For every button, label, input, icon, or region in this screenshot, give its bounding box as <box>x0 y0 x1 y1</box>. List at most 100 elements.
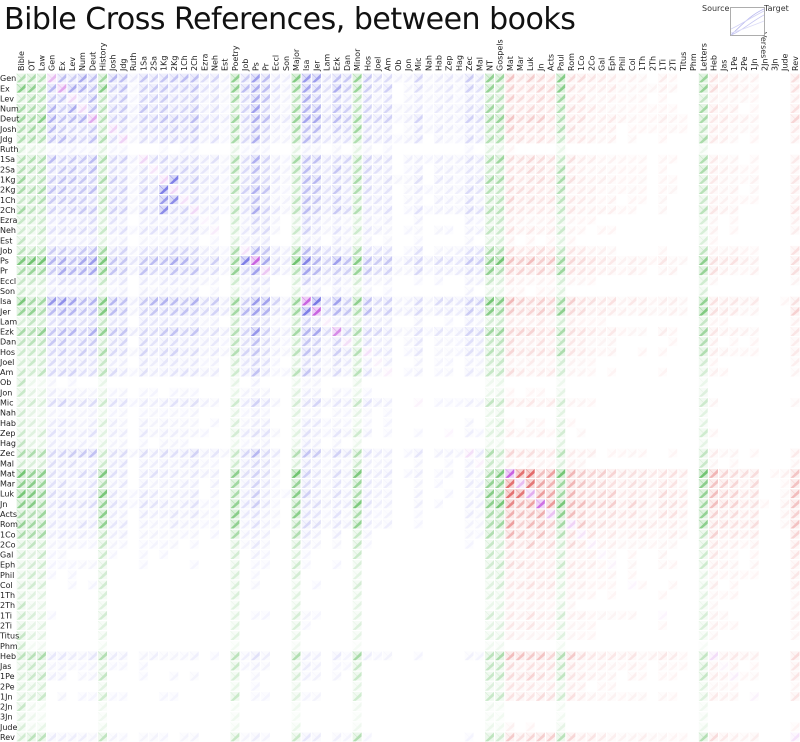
heatmap-cell <box>97 387 108 397</box>
heatmap-cell <box>729 488 739 499</box>
heatmap-cell <box>708 397 718 407</box>
heatmap-cell <box>566 661 576 671</box>
heatmap-cell <box>505 215 515 225</box>
heatmap-cell <box>97 600 108 610</box>
heatmap-cell <box>158 468 169 478</box>
heatmap-cell <box>494 103 505 113</box>
heatmap-cell <box>16 306 26 316</box>
heatmap-cell <box>546 215 556 225</box>
heatmap-cell <box>433 174 444 184</box>
heatmap-cell <box>515 184 525 195</box>
heatmap-cell <box>67 134 77 144</box>
heatmap-cell <box>780 468 790 478</box>
heatmap-cell <box>158 103 169 113</box>
heatmap-cell <box>505 499 515 509</box>
heatmap-cell <box>57 367 67 377</box>
heatmap-cell <box>505 73 515 83</box>
heatmap-cell <box>362 205 372 215</box>
heatmap-cell <box>97 296 108 306</box>
heatmap-cell <box>413 397 423 407</box>
heatmap-cell <box>16 93 26 103</box>
heatmap-cell <box>484 367 494 377</box>
heatmap-cell <box>26 83 36 93</box>
heatmap-cell <box>87 154 97 164</box>
heatmap-cell <box>698 235 708 245</box>
heatmap-cell <box>250 306 260 316</box>
heatmap-cell <box>780 479 785 484</box>
heatmap-cell <box>128 225 134 231</box>
heatmap-cell <box>36 661 46 671</box>
heatmap-cell <box>556 195 566 205</box>
heatmap-cell <box>16 630 26 641</box>
heatmap-cell <box>525 205 535 215</box>
heatmap-cell <box>484 590 494 600</box>
heatmap-cell <box>698 418 708 428</box>
heatmap-cell <box>169 336 179 347</box>
heatmap-cell <box>57 184 67 195</box>
heatmap-cell <box>494 144 505 154</box>
heatmap-cell <box>158 367 169 377</box>
heatmap-cell <box>393 104 403 113</box>
heatmap-cell <box>342 357 352 367</box>
heatmap-cell <box>657 519 668 529</box>
heatmap-cell <box>291 499 301 509</box>
heatmap-cell <box>250 550 260 559</box>
heatmap-cell <box>322 367 332 377</box>
heatmap-cell <box>556 174 566 184</box>
heatmap-cell <box>576 661 586 671</box>
heatmap-cell <box>77 732 87 742</box>
heatmap-cell <box>658 174 663 180</box>
heatmap-cell <box>169 347 179 357</box>
heatmap-cell <box>586 651 596 661</box>
heatmap-cell <box>627 93 637 103</box>
heatmap-cell <box>515 296 525 306</box>
heatmap-cell <box>16 174 26 184</box>
heatmap-cell <box>311 103 321 113</box>
heatmap-cell <box>189 184 199 195</box>
heatmap-cell <box>708 590 718 600</box>
heatmap-cell <box>545 590 556 600</box>
heatmap-cell <box>484 103 494 113</box>
heatmap-cell <box>790 499 800 509</box>
heatmap-cell <box>97 103 108 113</box>
heatmap-cell <box>708 103 718 113</box>
heatmap-cell <box>545 154 556 164</box>
heatmap-cell <box>16 124 26 134</box>
heatmap-cell <box>108 83 118 93</box>
heatmap-cell <box>739 73 749 83</box>
heatmap-cell <box>291 732 301 742</box>
heatmap-cell <box>36 610 46 620</box>
heatmap-cell <box>36 113 46 124</box>
heatmap-cell <box>57 387 67 397</box>
heatmap-cell <box>790 448 800 458</box>
heatmap-cell <box>118 296 128 306</box>
heatmap-cell <box>556 671 566 681</box>
heatmap-cell <box>301 438 311 448</box>
heatmap-cell <box>505 529 515 539</box>
heatmap-cell <box>566 83 576 93</box>
heatmap-cell <box>352 306 362 316</box>
heatmap-cell <box>158 255 169 265</box>
heatmap-cell <box>413 316 423 326</box>
heatmap-cell <box>77 93 87 103</box>
heatmap-cell <box>271 357 276 362</box>
heatmap-cell <box>668 488 678 499</box>
heatmap-cell <box>494 468 505 478</box>
heatmap-cell <box>108 326 118 336</box>
heatmap-cell <box>26 276 36 286</box>
heatmap-cell <box>189 144 199 154</box>
heatmap-cell <box>250 154 260 164</box>
heatmap-cell <box>719 93 729 103</box>
heatmap-cell <box>708 509 718 519</box>
heatmap-cell <box>403 448 408 454</box>
column-label: Ob <box>394 60 403 71</box>
heatmap-cell <box>169 306 179 316</box>
heatmap-cell <box>301 144 311 154</box>
heatmap-cell <box>250 103 260 113</box>
heatmap-cell <box>47 387 57 397</box>
heatmap-cell <box>556 286 566 296</box>
row-label: Pr <box>0 267 9 276</box>
heatmap-cell <box>484 509 494 519</box>
heatmap-cell <box>301 164 311 174</box>
heatmap-cell <box>97 499 108 509</box>
